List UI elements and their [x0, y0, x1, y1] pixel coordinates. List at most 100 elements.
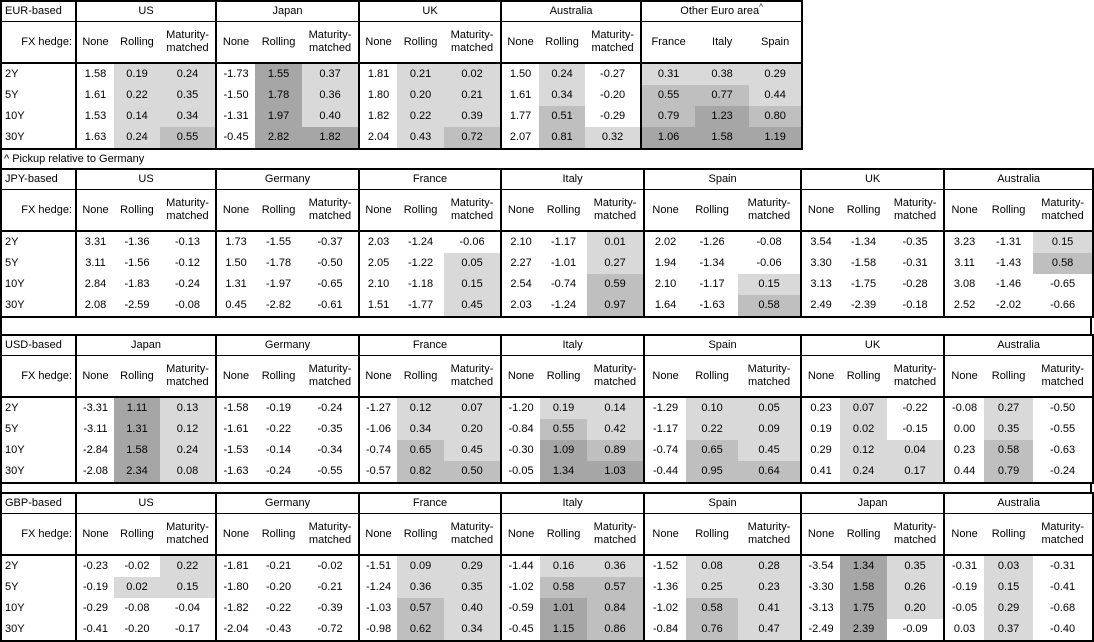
- hedge-type-header: Rolling: [540, 513, 588, 556]
- value-cell: -0.22: [902, 402, 928, 414]
- value-cell: -0.35: [902, 236, 928, 248]
- value-cell: -1.34: [851, 236, 877, 248]
- hedge-type-header: Rolling: [114, 21, 160, 64]
- value-cell: 0.22: [397, 106, 445, 127]
- hedge-type-header: None: [215, 189, 256, 232]
- value-cell: 0.15: [444, 274, 502, 295]
- value-cell: 2.52: [943, 295, 985, 317]
- value-cell: 1.51: [358, 295, 398, 317]
- value-cell: 0.20: [397, 85, 445, 106]
- value-cell: -0.61: [317, 299, 343, 311]
- jpy-based-table: JPY-based US Germany France Italy Spain UK Aust…: [0, 168, 1094, 318]
- hedge-type-header: Maturity-matched: [302, 513, 360, 556]
- value-cell: 0.15: [160, 577, 217, 598]
- eur-based-table: EUR-based US Japan UK Australia Other Euro ar…: [0, 0, 804, 150]
- value-cell: -0.59: [500, 598, 541, 619]
- hedge-type-header: Maturity-matched: [444, 189, 502, 232]
- value-cell: 0.07: [444, 397, 502, 419]
- value-cell: -1.55: [265, 236, 292, 248]
- value-cell: -1.43: [996, 257, 1022, 269]
- value-cell: 0.36: [587, 555, 645, 577]
- value-cell: -0.98: [358, 619, 398, 641]
- hedge-type-header: None: [75, 513, 114, 556]
- value-cell: 1.61: [500, 85, 540, 106]
- tenor-row: 30Y -2.08 2.34 0.08 -1.63 -0.24 -0.55 -0.57 0.82…: [1, 461, 1093, 483]
- value-cell: -0.31: [1050, 560, 1076, 572]
- value-cell: -1.78: [265, 257, 292, 269]
- value-cell: 1.82: [358, 106, 398, 127]
- hedge-type-header: None: [215, 513, 256, 556]
- value-cell: 0.19: [800, 419, 841, 440]
- value-cell: -0.68: [1050, 602, 1076, 614]
- value-cell: 1.97: [255, 106, 303, 127]
- value-cell: -0.35: [317, 423, 343, 435]
- base-currency-label: GBP-based: [1, 493, 76, 514]
- value-cell: 0.76: [686, 619, 739, 641]
- value-cell: 1.03: [587, 461, 645, 483]
- hedge-type-header: None: [500, 513, 541, 556]
- value-cell: -0.72: [317, 623, 343, 635]
- country-group-header: France: [358, 335, 502, 356]
- value-cell: 0.45: [738, 440, 802, 461]
- hedge-type-header: Rolling: [397, 513, 445, 556]
- tenor-label: 2Y: [5, 236, 19, 248]
- value-cell: -0.06: [459, 236, 485, 248]
- value-cell: 1.78: [255, 85, 303, 106]
- value-cell: 0.58: [738, 295, 802, 317]
- fx-hedge-label: FX hedge:: [1, 513, 76, 556]
- hedge-type-header: France: [640, 21, 696, 64]
- tenor-row: 30Y -0.41 -0.20 -0.17 -2.04 -0.43 -0.72 -0.98 0.…: [1, 619, 1093, 641]
- value-cell: 0.12: [160, 419, 217, 440]
- value-cell: 1.58: [840, 577, 888, 598]
- value-cell: 0.84: [587, 598, 645, 619]
- value-cell: 0.62: [397, 619, 445, 641]
- value-cell: 0.09: [738, 419, 802, 440]
- value-cell: -1.27: [358, 397, 398, 419]
- value-cell: -0.84: [500, 419, 541, 440]
- value-cell: 0.16: [540, 555, 588, 577]
- hedge-type-header: None: [943, 189, 985, 232]
- tenor-row: 2Y 3.31 -1.36 -0.13 1.73 -1.55 -0.37 2.03 -1.24 -…: [1, 231, 1094, 253]
- value-cell: 0.45: [444, 440, 502, 461]
- value-cell: -0.22: [265, 423, 292, 435]
- value-cell: -0.22: [265, 602, 292, 614]
- tenor-row: 10Y -0.29 -0.08 -0.04 -1.82 -0.22 -0.39 -1.03 0.…: [1, 598, 1093, 619]
- value-cell: 1.63: [75, 127, 114, 149]
- value-cell: -0.31: [943, 555, 985, 577]
- value-cell: 0.58: [1033, 253, 1094, 274]
- value-cell: -0.12: [174, 257, 201, 269]
- country-group-header: UK: [800, 335, 945, 356]
- value-cell: -0.09: [902, 623, 928, 635]
- value-cell: 0.15: [738, 274, 802, 295]
- value-cell: -1.46: [996, 278, 1022, 290]
- value-cell: 2.10: [500, 231, 541, 253]
- hedge-type-header: None: [215, 21, 256, 64]
- value-cell: -0.44: [643, 461, 687, 483]
- hedge-type-header: Rolling: [686, 355, 739, 398]
- table-gap: [0, 484, 1092, 492]
- value-cell: 1.34: [540, 461, 588, 483]
- value-cell: 0.12: [840, 440, 888, 461]
- value-cell: 1.50: [500, 63, 540, 85]
- tenor-row: 30Y 2.08 -2.59 -0.08 0.45 -2.82 -0.61 1.51 -1.77…: [1, 295, 1093, 317]
- tenor-label: 30Y: [5, 131, 25, 143]
- value-cell: 0.29: [800, 440, 841, 461]
- value-cell: -0.66: [1050, 299, 1076, 311]
- hedge-type-header: Maturity-matched: [738, 355, 802, 398]
- tenor-label: 10Y: [5, 110, 25, 122]
- tenor-row: 5Y 3.11 -1.56 -0.12 1.50 -1.78 -0.50 2.05 -1.22 0…: [1, 253, 1094, 274]
- value-cell: -2.82: [265, 299, 292, 311]
- value-cell: -1.73: [215, 63, 256, 85]
- value-cell: 1.01: [540, 598, 588, 619]
- value-cell: 0.55: [540, 419, 588, 440]
- value-cell: -1.34: [699, 257, 725, 269]
- hedge-type-header: Maturity-matched: [160, 513, 217, 556]
- country-group-header: Germany: [215, 335, 360, 356]
- hedge-type-header: Maturity-matched: [444, 355, 502, 398]
- country-group-header: Japan: [800, 493, 945, 514]
- value-cell: 0.10: [686, 397, 739, 419]
- hedge-type-header: None: [75, 21, 114, 64]
- country-group-header: Germany: [215, 493, 360, 514]
- value-cell: -1.83: [124, 278, 150, 290]
- value-cell: 0.14: [114, 106, 160, 127]
